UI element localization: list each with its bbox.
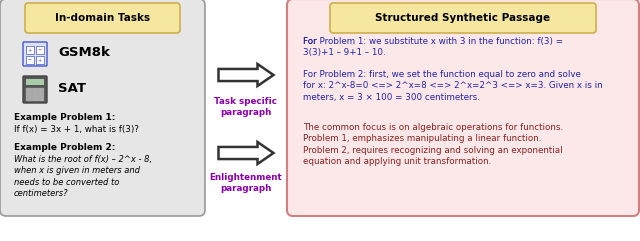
Bar: [32, 88, 36, 91]
Bar: [38, 92, 43, 94]
FancyBboxPatch shape: [26, 79, 44, 85]
Text: GSM8k: GSM8k: [58, 47, 110, 60]
Bar: [26, 98, 31, 100]
FancyBboxPatch shape: [0, 0, 205, 216]
Bar: [38, 88, 43, 91]
Text: −: −: [28, 58, 32, 62]
Text: −: −: [38, 47, 42, 53]
Text: Example Problem 2:: Example Problem 2:: [14, 143, 115, 152]
Text: In-domain Tasks: In-domain Tasks: [55, 13, 150, 23]
FancyArrow shape: [218, 64, 273, 86]
Text: +: +: [38, 58, 42, 62]
FancyBboxPatch shape: [23, 76, 47, 103]
FancyBboxPatch shape: [26, 46, 34, 54]
Bar: [38, 98, 43, 100]
FancyBboxPatch shape: [36, 56, 44, 64]
Text: For Problem 2: first, we set the function equal to zero and solve
for x: 2^x-8=0: For Problem 2: first, we set the functio…: [303, 70, 603, 102]
Text: For: For: [303, 37, 319, 46]
Text: Example Problem 1:: Example Problem 1:: [14, 113, 115, 122]
Bar: [26, 92, 31, 94]
Text: Structured Synthetic Passage: Structured Synthetic Passage: [376, 13, 550, 23]
Text: The common focus is on algebraic operations for functions.
Problem 1, emphasizes: The common focus is on algebraic operati…: [303, 123, 563, 166]
Bar: [32, 92, 36, 94]
FancyBboxPatch shape: [25, 3, 180, 33]
FancyBboxPatch shape: [26, 56, 34, 64]
FancyBboxPatch shape: [23, 42, 47, 66]
FancyBboxPatch shape: [330, 3, 596, 33]
FancyBboxPatch shape: [36, 46, 44, 54]
Text: +: +: [28, 47, 32, 53]
Text: Enlightenment
paragraph: Enlightenment paragraph: [210, 173, 282, 193]
Text: Task specific
paragraph: Task specific paragraph: [214, 97, 278, 117]
Bar: [32, 95, 36, 97]
Bar: [32, 98, 36, 100]
Text: For Problem 1: we substitute x with 3 in the function: f(3) =
3(3)+1 – 9+1 – 10.: For Problem 1: we substitute x with 3 in…: [303, 37, 563, 57]
Text: If f(x) = 3x + 1, what is f(3)?: If f(x) = 3x + 1, what is f(3)?: [14, 125, 139, 134]
Bar: [38, 95, 43, 97]
FancyArrow shape: [218, 142, 273, 164]
Bar: [26, 95, 31, 97]
Bar: [26, 88, 31, 91]
FancyBboxPatch shape: [287, 0, 639, 216]
Text: SAT: SAT: [58, 82, 86, 95]
Text: What is the root of f(x) – 2^x - 8,
when x is given in meters and
needs to be co: What is the root of f(x) – 2^x - 8, when…: [14, 155, 152, 198]
